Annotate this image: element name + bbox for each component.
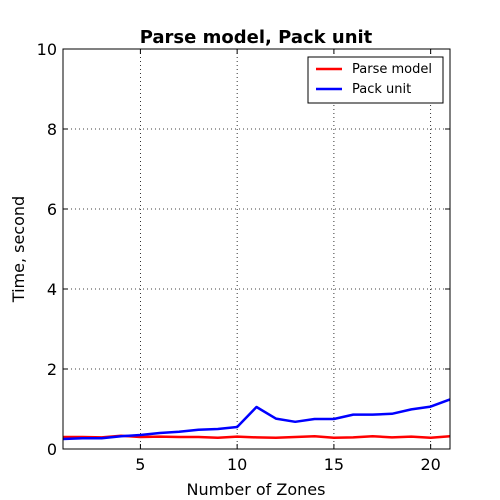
y-tick-label: 8 [47,120,57,139]
grid-lines [63,48,450,450]
plot-frame [62,48,451,450]
x-axis-label: Number of Zones [187,480,326,499]
y-axis-label: Time, second [9,196,28,303]
y-tick-label: 0 [47,440,57,459]
legend-label-parse-model: Parse model [352,62,432,77]
plot-series [62,398,451,441]
x-tick-label: 20 [420,455,440,474]
axis-ticks: 5 10 15 20 0 2 4 6 8 10 [37,40,450,474]
chart-title: Parse model, Pack unit [140,27,373,48]
x-tick-label: 5 [135,455,145,474]
x-tick-label: 10 [227,455,247,474]
y-tick-label: 10 [37,40,57,59]
series-line-pack-unit [62,398,451,441]
legend-box [307,56,444,104]
y-tick-label: 6 [47,200,57,219]
legend: Parse model Pack unit [307,56,444,104]
y-tick-label: 2 [47,360,57,379]
y-tick-label: 4 [47,280,57,299]
x-tick-label: 15 [324,455,344,474]
legend-label-pack-unit: Pack unit [352,82,411,97]
